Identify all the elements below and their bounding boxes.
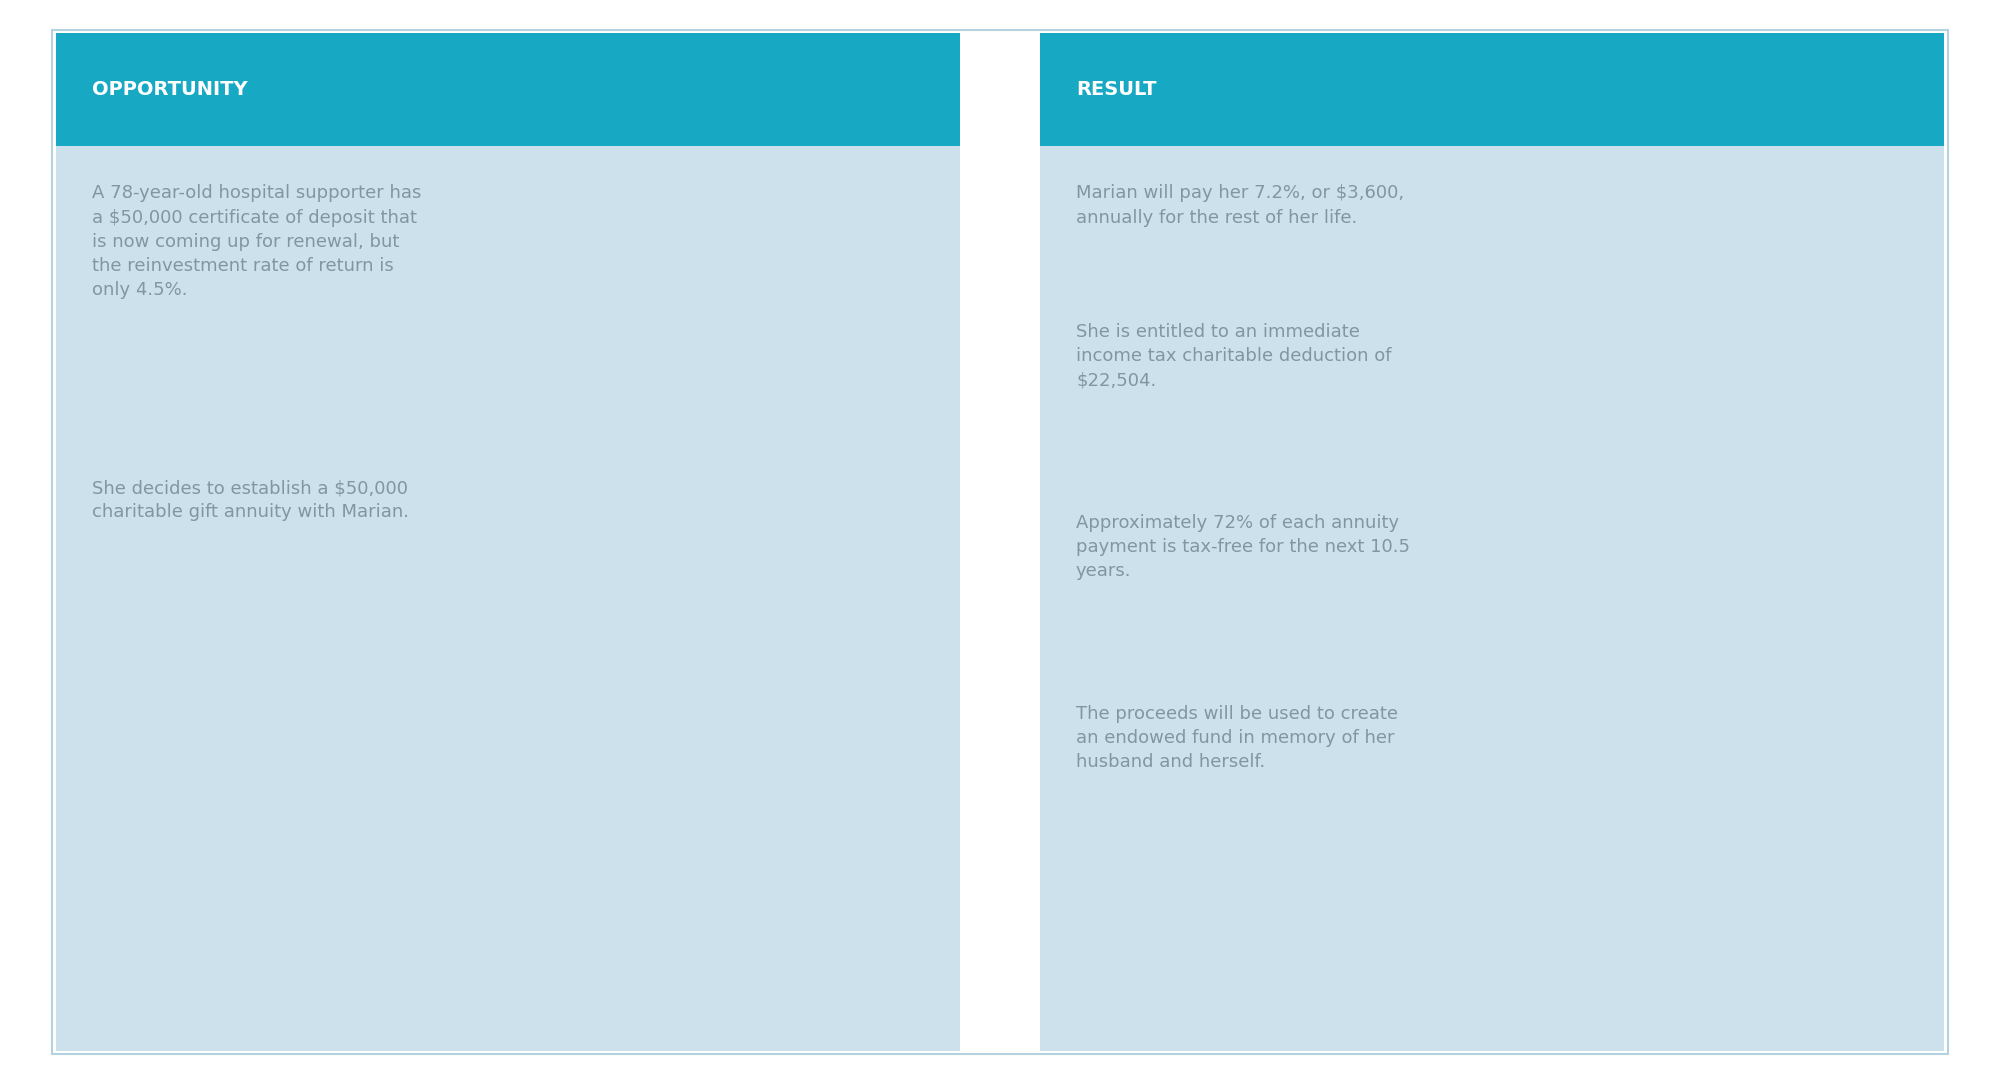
Text: A 78-year-old hospital supporter has
a $50,000 certificate of deposit that
is no: A 78-year-old hospital supporter has a $… — [92, 184, 422, 299]
Text: Marian will pay her 7.2%, or $3,600,
annually for the rest of her life.: Marian will pay her 7.2%, or $3,600, ann… — [1076, 184, 1404, 227]
Text: Approximately 72% of each annuity
payment is tax-free for the next 10.5
years.: Approximately 72% of each annuity paymen… — [1076, 514, 1410, 580]
Text: RESULT: RESULT — [1076, 80, 1156, 99]
FancyBboxPatch shape — [1040, 33, 1944, 1051]
FancyBboxPatch shape — [1040, 33, 1944, 146]
Text: The proceeds will be used to create
an endowed fund in memory of her
husband and: The proceeds will be used to create an e… — [1076, 705, 1398, 771]
FancyBboxPatch shape — [56, 33, 960, 1051]
Text: She decides to establish a $50,000
charitable gift annuity with Marian.: She decides to establish a $50,000 chari… — [92, 479, 410, 521]
FancyBboxPatch shape — [56, 33, 960, 146]
Text: She is entitled to an immediate
income tax charitable deduction of
$22,504.: She is entitled to an immediate income t… — [1076, 323, 1392, 389]
Text: OPPORTUNITY: OPPORTUNITY — [92, 80, 248, 99]
